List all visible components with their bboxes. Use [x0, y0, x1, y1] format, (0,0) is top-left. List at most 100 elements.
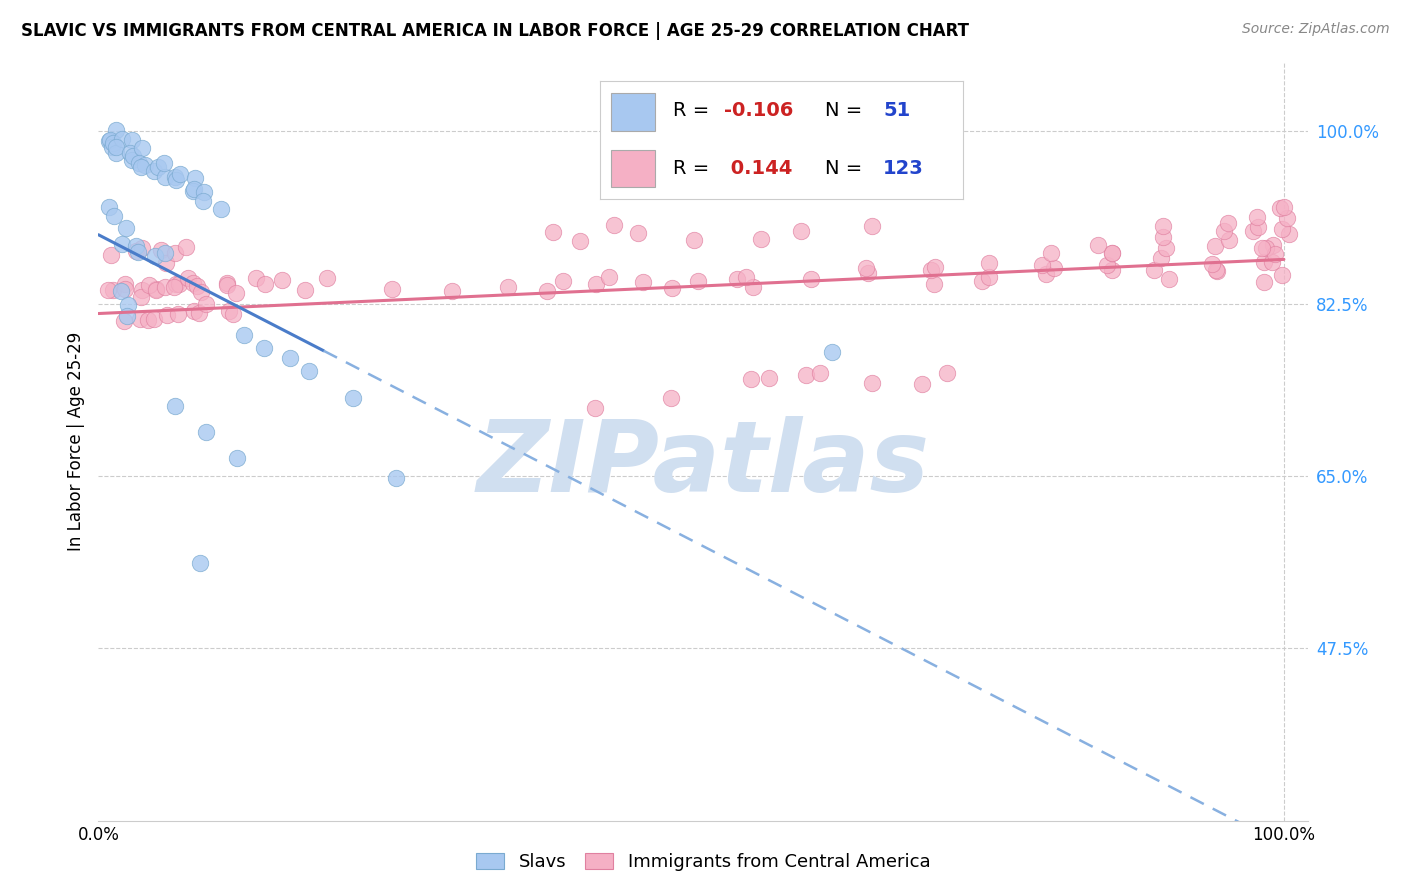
Point: [1247, 219, 1270, 234]
Point: [114, 277, 136, 292]
Point: [97, 134, 120, 148]
Point: [1261, 255, 1284, 269]
Point: [128, 312, 150, 326]
Point: [104, 139, 127, 153]
Point: [1216, 216, 1239, 230]
Point: [131, 241, 153, 255]
Point: [1278, 227, 1301, 241]
Point: [129, 160, 152, 174]
Text: SLAVIC VS IMMIGRANTS FROM CENTRAL AMERICA IN LABOR FORCE | AGE 25-29 CORRELATION: SLAVIC VS IMMIGRANTS FROM CENTRAL AMERIC…: [21, 22, 969, 40]
Point: [742, 280, 765, 294]
Point: [1154, 241, 1177, 255]
Point: [195, 297, 218, 311]
Point: [979, 255, 1001, 269]
Point: [751, 231, 773, 245]
Point: [111, 132, 134, 146]
Point: [131, 284, 153, 298]
Point: [381, 282, 404, 296]
Point: [1271, 221, 1294, 235]
Point: [138, 278, 160, 293]
Point: [1101, 263, 1123, 277]
Point: [254, 277, 277, 291]
Point: [115, 309, 138, 323]
Point: [222, 306, 245, 320]
Point: [103, 136, 125, 150]
Point: [808, 366, 831, 380]
Point: [342, 391, 364, 405]
Point: [758, 371, 780, 385]
Point: [627, 226, 650, 240]
Point: [725, 272, 748, 286]
Point: [661, 280, 683, 294]
Point: [294, 283, 316, 297]
Point: [659, 391, 682, 405]
Point: [136, 313, 159, 327]
Point: [103, 209, 125, 223]
Point: [163, 245, 186, 260]
Point: [1101, 246, 1123, 260]
Point: [920, 263, 942, 277]
Point: [631, 275, 654, 289]
Point: [860, 219, 883, 233]
Point: [183, 182, 205, 196]
Point: [924, 260, 946, 274]
Point: [794, 368, 817, 383]
Point: [225, 286, 247, 301]
Point: [790, 224, 813, 238]
Point: [970, 274, 993, 288]
Point: [1270, 201, 1292, 215]
Point: [181, 185, 204, 199]
Point: [183, 171, 205, 186]
Legend: Slavs, Immigrants from Central America: Slavs, Immigrants from Central America: [468, 846, 938, 879]
Point: [585, 277, 607, 291]
Point: [1149, 251, 1171, 265]
Point: [800, 272, 823, 286]
Point: [553, 274, 575, 288]
Point: [232, 327, 254, 342]
Point: [734, 269, 756, 284]
Point: [855, 260, 877, 275]
Point: [191, 194, 214, 209]
Point: [315, 270, 337, 285]
Point: [187, 306, 209, 320]
Point: [155, 256, 177, 270]
Point: [543, 225, 565, 239]
Point: [740, 371, 762, 385]
Point: [536, 285, 558, 299]
Point: [128, 245, 150, 260]
Point: [100, 247, 122, 261]
Point: [1271, 268, 1294, 283]
Point: [117, 298, 139, 312]
Point: [174, 240, 197, 254]
Point: [1201, 257, 1223, 271]
Point: [1264, 247, 1286, 261]
Point: [860, 376, 883, 390]
Point: [125, 244, 148, 259]
Point: [165, 277, 187, 292]
Point: [120, 145, 142, 160]
Point: [115, 220, 138, 235]
Point: [100, 133, 122, 147]
Point: [979, 270, 1001, 285]
Point: [143, 249, 166, 263]
Point: [1143, 263, 1166, 277]
Point: [100, 140, 122, 154]
Point: [128, 156, 150, 170]
Point: [1043, 260, 1066, 275]
Point: [163, 399, 186, 413]
Point: [1035, 267, 1057, 281]
Point: [1256, 242, 1278, 256]
Point: [922, 277, 945, 291]
Point: [1253, 255, 1275, 269]
Point: [245, 270, 267, 285]
Point: [121, 153, 143, 168]
Y-axis label: In Labor Force | Age 25-29: In Labor Force | Age 25-29: [66, 332, 84, 551]
Point: [155, 246, 177, 260]
Point: [1212, 224, 1234, 238]
Point: [253, 341, 276, 355]
Point: [218, 304, 240, 318]
Point: [298, 364, 321, 378]
Point: [114, 282, 136, 296]
Point: [167, 308, 190, 322]
Point: [598, 270, 620, 285]
